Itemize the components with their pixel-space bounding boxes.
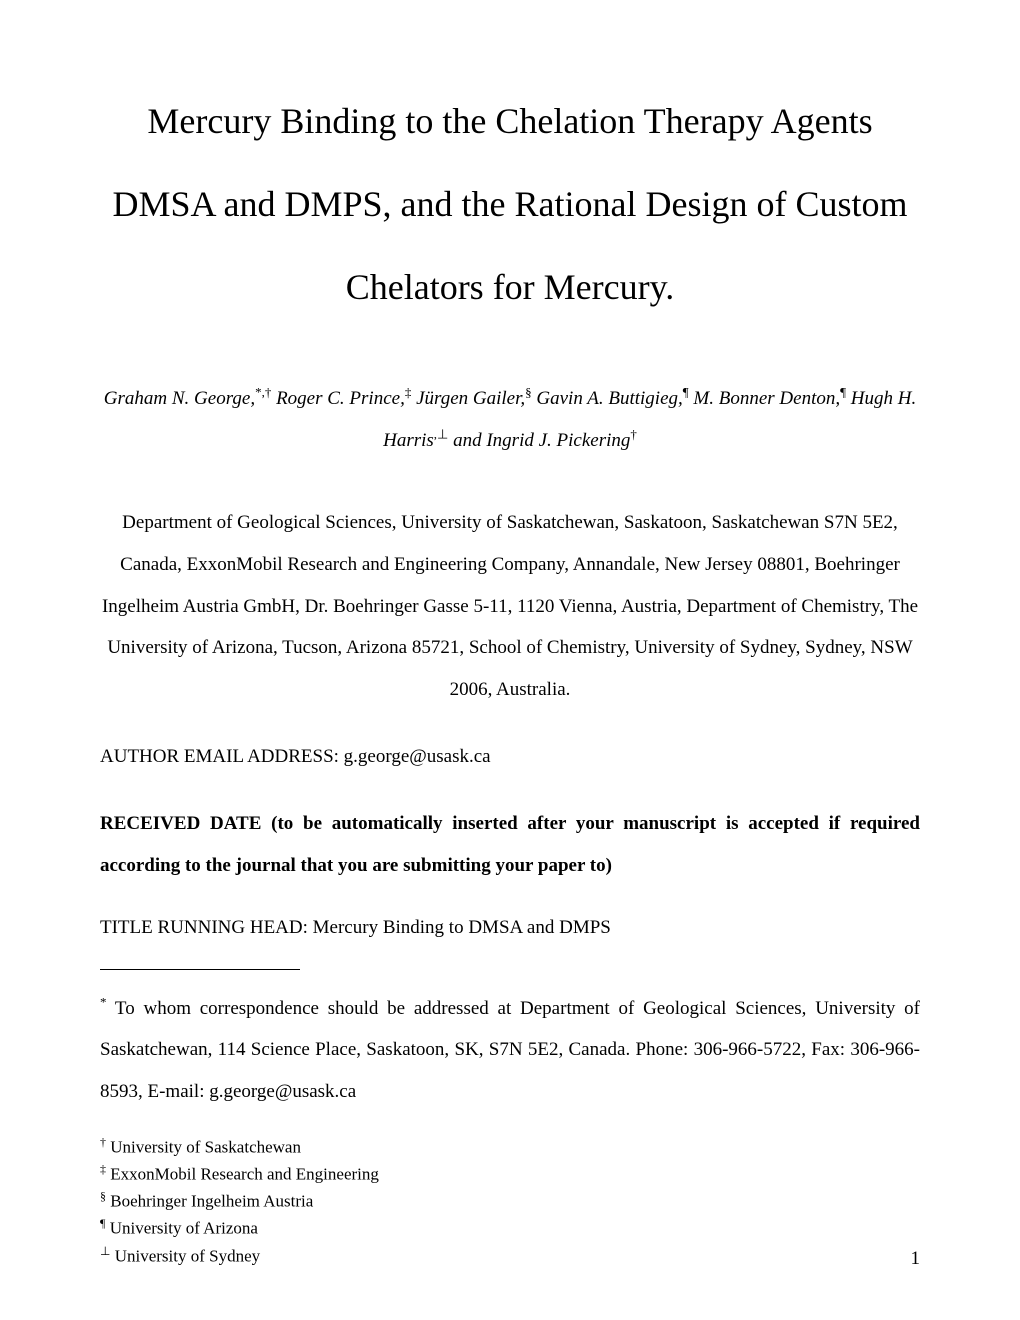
running-head-text: Mercury Binding to DMSA and DMPS: [313, 917, 611, 938]
footnote-text: University of Arizona: [105, 1219, 258, 1238]
footnote-text: University of Sydney: [110, 1246, 260, 1265]
affiliation-footnotes: † University of Saskatchewan ‡ ExxonMobi…: [100, 1133, 920, 1269]
footnote-text: Boehringer Ingelheim Austria: [106, 1192, 313, 1211]
footnote-item: † University of Saskatchewan: [100, 1133, 920, 1160]
document-page: Mercury Binding to the Chelation Therapy…: [0, 0, 1020, 1320]
email-address: g.george@usask.ca: [344, 746, 491, 767]
affiliations-block: Department of Geological Sciences, Unive…: [100, 502, 920, 711]
footnote-item: § Boehringer Ingelheim Austria: [100, 1187, 920, 1214]
author-email-line: AUTHOR EMAIL ADDRESS: g.george@usask.ca: [100, 746, 920, 768]
footnote-symbol: ⊥: [100, 1244, 110, 1258]
article-title: Mercury Binding to the Chelation Therapy…: [100, 80, 920, 328]
running-head-label: TITLE RUNNING HEAD:: [100, 917, 313, 938]
footnote-separator: [100, 969, 300, 970]
footnote-text: University of Saskatchewan: [106, 1138, 301, 1157]
correspondence-text: To whom correspondence should be address…: [100, 998, 920, 1103]
footnote-item: ¶ University of Arizona: [100, 1214, 920, 1241]
running-head-line: TITLE RUNNING HEAD: Mercury Binding to D…: [100, 917, 920, 939]
footnote-item: ⊥ University of Sydney: [100, 1242, 920, 1269]
footnote-text: ExxonMobil Research and Engineering: [106, 1165, 379, 1184]
correspondence-footnote: * To whom correspondence should be addre…: [100, 988, 920, 1113]
page-number: 1: [911, 1248, 921, 1270]
received-date-placeholder: RECEIVED DATE (to be automatically inser…: [100, 803, 920, 887]
author-list: Graham N. George,*,† Roger C. Prince,‡ J…: [100, 378, 920, 462]
email-label: AUTHOR EMAIL ADDRESS:: [100, 746, 344, 767]
footnote-item: ‡ ExxonMobil Research and Engineering: [100, 1160, 920, 1187]
